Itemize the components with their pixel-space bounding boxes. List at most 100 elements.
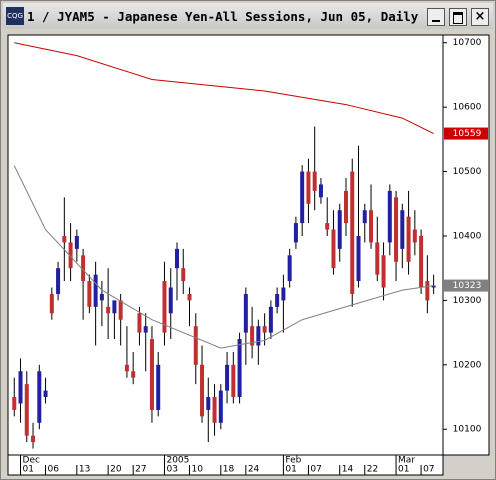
candle-body	[12, 397, 17, 410]
candle-body	[137, 313, 142, 333]
candle-body	[281, 287, 286, 301]
candle-body	[256, 326, 261, 346]
x-tick-label: 10	[192, 465, 204, 475]
x-tick-label: 01	[398, 465, 409, 475]
y-tick-label: 10700	[453, 38, 482, 48]
candle-body	[200, 364, 205, 417]
x-major-label: Feb	[285, 456, 301, 466]
candle-body	[387, 190, 392, 243]
x-major-label: Dec	[23, 456, 40, 466]
candle-body	[206, 397, 211, 410]
title-bar: CQG 1 / JYAM5 - Japanese Yen-All Session…	[3, 3, 493, 29]
candle-body	[93, 274, 98, 307]
candle-body	[262, 326, 267, 333]
candle-body	[218, 390, 223, 423]
candle-body	[181, 268, 186, 282]
x-tick-label: 20	[110, 465, 122, 475]
x-tick-label: 22	[367, 465, 378, 475]
x-tick-label: 07	[423, 465, 434, 475]
y-tick-label: 10300	[453, 296, 482, 306]
candle-body	[431, 285, 436, 288]
x-tick-label: 07	[310, 465, 321, 475]
candle-body	[118, 300, 123, 320]
minimize-button[interactable]	[427, 8, 445, 26]
candle-body	[162, 281, 167, 333]
candle-body	[293, 223, 298, 243]
x-tick-label: 18	[223, 465, 235, 475]
candle-body	[275, 293, 280, 307]
x-tick-label: 01	[285, 465, 296, 475]
candle-body	[149, 339, 154, 410]
candle-body	[231, 364, 236, 398]
candle-body	[106, 306, 111, 314]
last-value-box	[444, 279, 488, 292]
svg-text:CQG: CQG	[7, 12, 23, 20]
x-tick-label: 24	[248, 465, 260, 475]
candle-body	[425, 281, 430, 301]
window-title: 1 / JYAM5 - Japanese Yen-All Sessions, J…	[27, 9, 419, 24]
candle-body	[300, 171, 305, 224]
candle-body	[350, 171, 355, 294]
candle-body	[306, 171, 311, 204]
y-tick-label: 10500	[453, 167, 482, 177]
x-tick-label: 06	[48, 465, 60, 475]
candle-body	[81, 255, 86, 282]
date-axis	[7, 454, 444, 476]
candle-body	[56, 268, 61, 294]
candle-body	[131, 371, 136, 378]
maximize-button[interactable]	[449, 8, 467, 26]
candle-body	[250, 326, 255, 346]
candle-body	[381, 255, 386, 288]
candle-body	[225, 364, 230, 391]
candle-body	[187, 293, 192, 301]
y-tick-label: 10400	[453, 231, 482, 241]
candle-body	[31, 435, 36, 443]
candle-body	[124, 364, 129, 372]
candle-body	[287, 255, 292, 282]
last-value-label: 10323	[453, 281, 482, 291]
candle-body	[400, 210, 405, 249]
x-tick-label: 14	[342, 465, 354, 475]
y-tick-label: 10600	[453, 103, 482, 113]
x-tick-label: 03	[166, 465, 177, 475]
x-major-label: 2005	[166, 456, 189, 466]
close-button[interactable]: ×	[471, 8, 489, 26]
candle-body	[362, 210, 367, 224]
candle-body	[331, 229, 336, 269]
last-value-label: 10559	[453, 129, 482, 139]
moving-average	[14, 42, 434, 135]
candle-body	[312, 171, 317, 191]
candle-body	[243, 293, 248, 333]
candle-body	[112, 300, 117, 314]
candle-body	[394, 197, 399, 262]
x-tick-label: 01	[23, 465, 34, 475]
y-tick-label: 10100	[453, 425, 482, 435]
candle-body	[356, 235, 361, 282]
candle-body	[174, 248, 179, 269]
candle-body	[143, 326, 148, 333]
candle-body	[37, 371, 42, 423]
last-value-box	[444, 127, 488, 140]
candle-body	[318, 184, 323, 198]
candle-body	[43, 390, 48, 398]
x-tick-label: 13	[79, 465, 90, 475]
candle-body	[18, 371, 23, 404]
candle-body	[168, 287, 173, 314]
candle-body	[268, 306, 273, 333]
candle-body	[68, 242, 73, 269]
app-icon: CQG	[6, 7, 24, 25]
candle-body	[343, 190, 348, 224]
x-tick-label: 27	[135, 465, 146, 475]
candle-body	[419, 235, 424, 288]
candle-body	[325, 223, 330, 230]
candle-body	[99, 293, 104, 301]
candle-body	[62, 235, 67, 243]
candle-body	[369, 210, 374, 243]
y-tick-label: 10200	[453, 360, 482, 370]
candle-body	[193, 326, 198, 365]
candle-body	[49, 293, 54, 314]
candle-body	[156, 364, 161, 410]
candle-body	[375, 242, 380, 275]
price-axis	[442, 34, 490, 456]
